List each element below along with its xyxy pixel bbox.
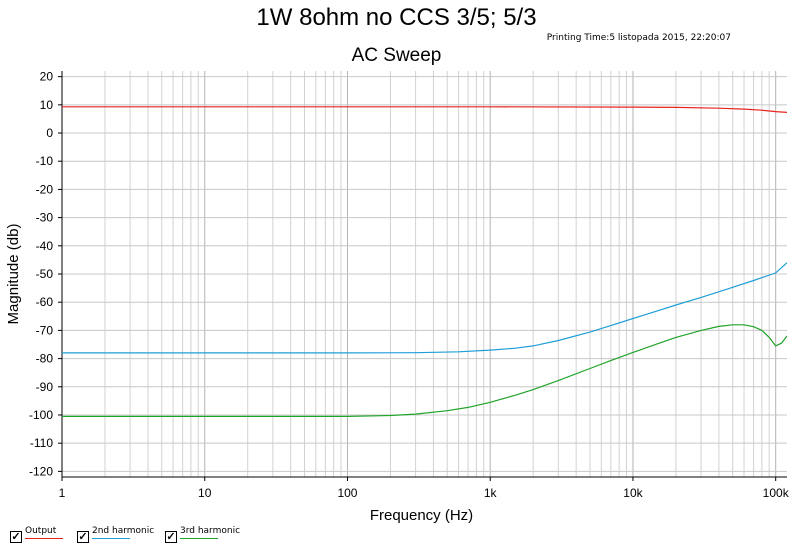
x-tick-label: 100 — [337, 486, 357, 500]
y-tick-label: -20 — [36, 182, 54, 196]
y-tick-label: -30 — [36, 211, 54, 225]
x-tick-label: 10k — [623, 486, 643, 500]
y-axis-title: Magnitude (db) — [5, 224, 22, 325]
y-tick-label: -90 — [36, 380, 54, 394]
print-time-stamp: Printing Time:5 listopada 2015, 22:20:07 — [546, 33, 731, 43]
y-tick-label: 0 — [46, 126, 53, 140]
legend-swatch-output — [25, 538, 63, 539]
legend-checkbox-3rd-harmonic[interactable]: ✓ — [165, 531, 177, 543]
y-tick-label: -70 — [36, 323, 54, 337]
y-tick-label: -120 — [29, 464, 53, 478]
y-tick-label: 20 — [40, 70, 54, 84]
y-tick-label: -60 — [36, 295, 54, 309]
y-tick-label: -100 — [29, 408, 53, 422]
x-tick-label: 1 — [59, 486, 66, 500]
legend-checkbox-2nd-harmonic[interactable]: ✓ — [77, 531, 89, 543]
legend-swatch-3rd-harmonic — [180, 538, 218, 539]
legend-checkbox-output[interactable]: ✓ — [10, 531, 22, 543]
y-tick-label: -40 — [36, 239, 54, 253]
y-tick-label: 10 — [40, 98, 54, 112]
series-line-2nd-harmonic — [62, 262, 787, 354]
chart-subtitle: AC Sweep — [351, 45, 442, 66]
y-tick-label: -10 — [36, 154, 54, 168]
legend-label-3rd-harmonic: 3rd harmonic — [180, 526, 241, 536]
chart-main-title: 1W 8ohm no CCS 3/5; 5/3 — [256, 4, 537, 31]
y-tick-label: -110 — [30, 436, 53, 450]
x-tick-label: 10 — [198, 486, 212, 500]
y-tick-label: -50 — [36, 267, 54, 281]
y-tick-label: -80 — [36, 352, 54, 366]
legend-label-2nd-harmonic: 2nd harmonic — [92, 526, 155, 536]
x-axis-title: Frequency (Hz) — [370, 507, 473, 524]
series-line-3rd-harmonic — [62, 324, 787, 417]
legend-label-output: Output — [25, 526, 57, 536]
legend-swatch-2nd-harmonic — [92, 538, 130, 539]
x-tick-label: 1k — [484, 486, 498, 500]
x-tick-label: 100k — [763, 486, 790, 500]
series-line-output — [62, 106, 787, 113]
